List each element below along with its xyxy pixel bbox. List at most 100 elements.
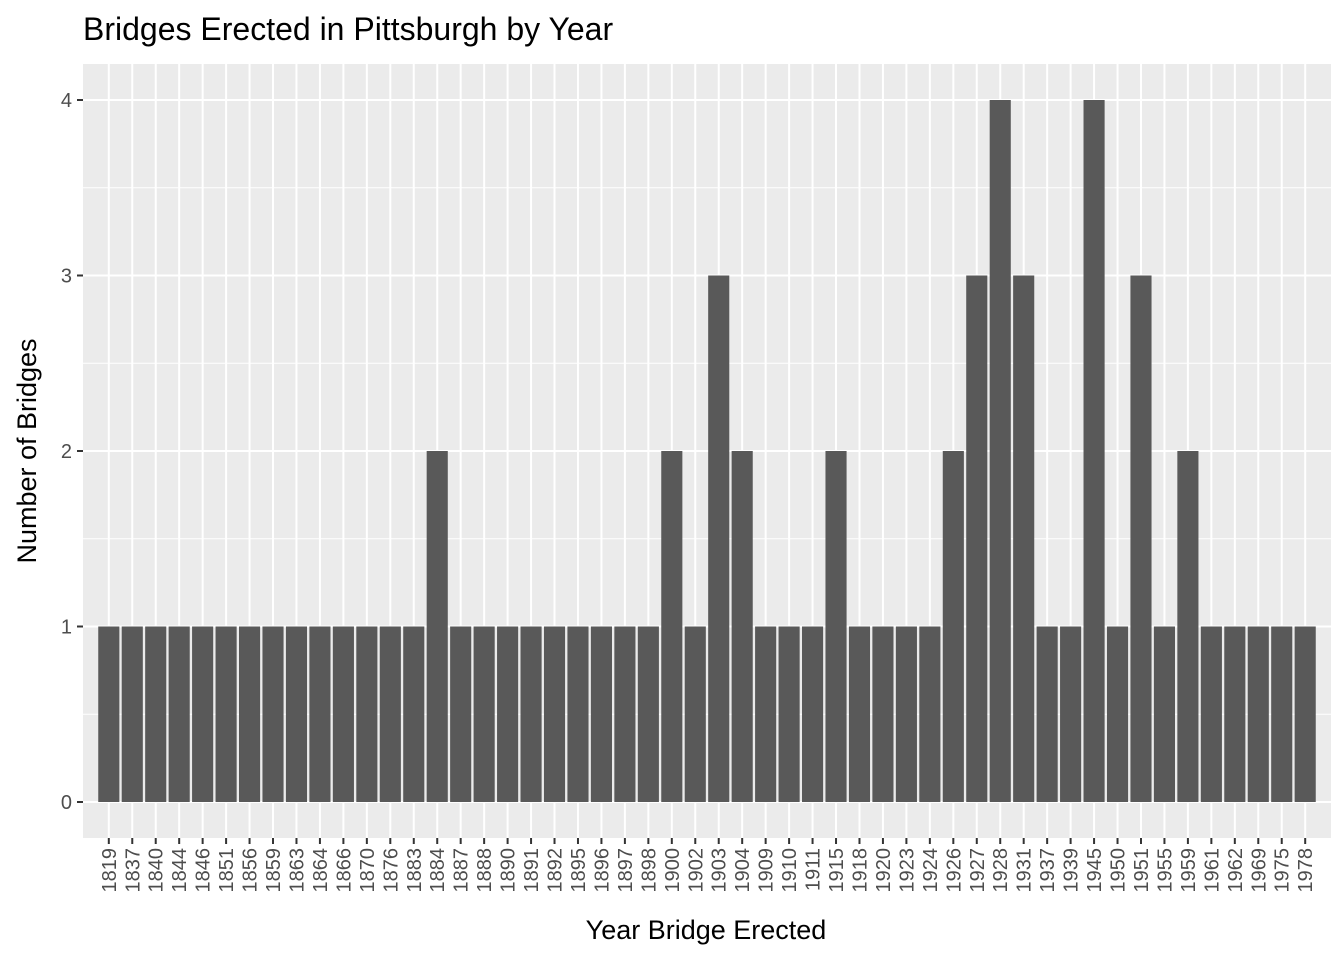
x-tick-label: 1961 — [1201, 848, 1223, 893]
y-axis: 0 1 2 3 4 — [61, 90, 83, 814]
x-tick-label: 1864 — [310, 848, 332, 893]
bar — [1036, 626, 1058, 802]
x-tick-label: 1884 — [427, 848, 449, 893]
x-tick-label: 1876 — [380, 848, 402, 893]
x-tick-label: 1931 — [1014, 848, 1036, 893]
x-tick-label: 1866 — [333, 848, 355, 893]
x-axis: 1819 1837 1840 1844 1846 1851 1856 1859 1863 1864… — [99, 838, 1317, 893]
y-tick-label: 3 — [61, 266, 72, 288]
bar — [1060, 626, 1082, 802]
x-tick-label: 1891 — [521, 848, 543, 893]
bar — [895, 626, 917, 802]
x-tick-label: 1978 — [1295, 848, 1317, 893]
x-tick-label: 1863 — [286, 848, 308, 893]
bar — [966, 275, 988, 802]
bar — [872, 626, 894, 802]
bar — [497, 626, 519, 802]
bar — [403, 626, 425, 802]
x-tick-label: 1844 — [169, 848, 191, 893]
x-tick-label: 1897 — [615, 848, 637, 893]
bar — [1271, 626, 1293, 802]
bar — [1013, 275, 1035, 802]
bar — [1247, 626, 1269, 802]
bar — [1224, 626, 1246, 802]
x-tick-label: 1856 — [240, 848, 262, 893]
bar — [473, 626, 495, 802]
bar — [262, 626, 284, 802]
x-tick-label: 1895 — [568, 848, 590, 893]
x-tick-label: 1859 — [263, 848, 285, 893]
bar — [1130, 275, 1152, 802]
bar — [942, 451, 964, 802]
bar — [731, 451, 753, 802]
bar — [98, 626, 120, 802]
bar — [215, 626, 237, 802]
x-tick-label: 1955 — [1154, 848, 1176, 893]
x-tick-label: 1924 — [920, 848, 942, 893]
y-tick-label: 1 — [61, 617, 72, 639]
bar — [1294, 626, 1316, 802]
bar — [637, 626, 659, 802]
x-tick-label: 1870 — [357, 848, 379, 893]
x-axis-title: Year Bridge Erected — [586, 915, 827, 945]
x-tick-label: 1969 — [1248, 848, 1270, 893]
x-tick-label: 1927 — [967, 848, 989, 893]
bar — [825, 451, 847, 802]
y-tick-label: 0 — [61, 792, 72, 814]
x-tick-label: 1900 — [662, 848, 684, 893]
bar — [192, 626, 214, 802]
bar — [379, 626, 401, 802]
bar — [1106, 626, 1129, 802]
x-tick-label: 1851 — [216, 848, 238, 893]
x-tick-label: 1909 — [756, 848, 778, 893]
x-tick-label: 1918 — [849, 848, 871, 893]
x-tick-label: 1887 — [451, 848, 473, 893]
bar — [168, 626, 190, 802]
x-tick-label: 1888 — [474, 848, 496, 893]
x-tick-label: 1910 — [779, 848, 801, 893]
x-tick-label: 1890 — [498, 848, 520, 893]
x-tick-label: 1840 — [146, 848, 168, 893]
y-tick-label: 2 — [61, 441, 72, 463]
bar — [239, 626, 261, 802]
x-tick-label: 1892 — [545, 848, 567, 893]
x-tick-label: 1951 — [1131, 848, 1153, 893]
bar — [121, 626, 143, 802]
x-tick-label: 1937 — [1037, 848, 1059, 893]
bar — [590, 626, 612, 802]
bar — [450, 626, 472, 802]
bar — [543, 626, 566, 802]
bar — [778, 626, 800, 802]
bar — [356, 626, 378, 802]
x-tick-label: 1898 — [638, 848, 660, 893]
bar — [614, 626, 636, 802]
bar — [708, 275, 730, 802]
bar — [1177, 451, 1199, 802]
bar — [1200, 626, 1222, 802]
bar — [309, 626, 331, 802]
bar — [755, 626, 777, 802]
bar — [848, 626, 871, 802]
x-tick-label: 1896 — [591, 848, 613, 893]
x-tick-label: 1819 — [99, 848, 121, 893]
x-tick-label: 1975 — [1272, 848, 1294, 893]
x-tick-label: 1902 — [685, 848, 707, 893]
bar — [520, 626, 542, 802]
x-tick-label: 1920 — [873, 848, 895, 893]
bar — [426, 451, 448, 802]
x-tick-label: 1883 — [404, 848, 426, 893]
bar — [661, 451, 683, 802]
bar — [285, 626, 308, 802]
x-tick-label: 1939 — [1061, 848, 1083, 893]
x-tick-label: 1928 — [990, 848, 1012, 893]
bar — [332, 626, 354, 802]
y-tick-label: 4 — [61, 90, 72, 112]
x-tick-label: 1950 — [1108, 848, 1130, 893]
x-tick-label: 1923 — [896, 848, 918, 893]
x-tick-label: 1904 — [732, 848, 754, 893]
bars — [98, 100, 1316, 802]
bar — [1083, 100, 1105, 802]
x-tick-label: 1915 — [826, 848, 848, 893]
x-tick-label: 1846 — [193, 848, 215, 893]
